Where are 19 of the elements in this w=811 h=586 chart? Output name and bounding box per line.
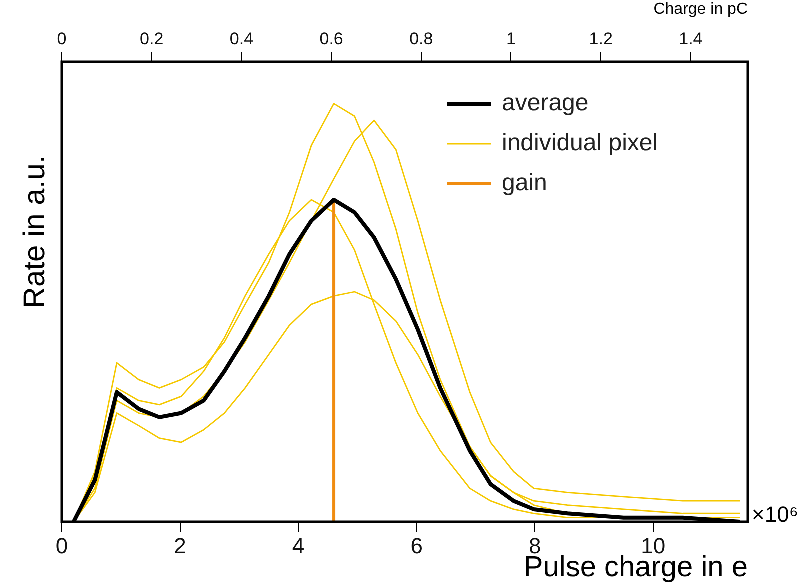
x2-tick-label: 0: [57, 29, 67, 48]
text: ×10⁶: [752, 502, 798, 528]
x2-axis-title: Charge in pC: [654, 1, 748, 18]
legend-label: average: [502, 90, 589, 117]
x-tick-label: 6: [410, 533, 423, 558]
x2-tick-label: 0.8: [410, 29, 434, 48]
x2-tick-label: 0.2: [140, 29, 164, 48]
x-tick-label: 0: [56, 533, 68, 558]
x2-tick-label: 0.6: [320, 29, 344, 48]
x2-tick-label: 0.4: [230, 29, 254, 48]
x2-tick-label: 1.4: [679, 29, 703, 48]
x-tick-label: 4: [292, 533, 305, 558]
x-tick-label: 10: [641, 533, 666, 558]
legend-label: individual pixel: [502, 130, 658, 157]
x2-tick-label: 1: [506, 29, 516, 48]
x2-tick-label: 1.2: [589, 29, 613, 48]
y-axis-title: Rate in a.u.: [18, 155, 52, 309]
legend-label: gain: [502, 170, 548, 197]
x-tick-label: 2: [174, 533, 186, 558]
